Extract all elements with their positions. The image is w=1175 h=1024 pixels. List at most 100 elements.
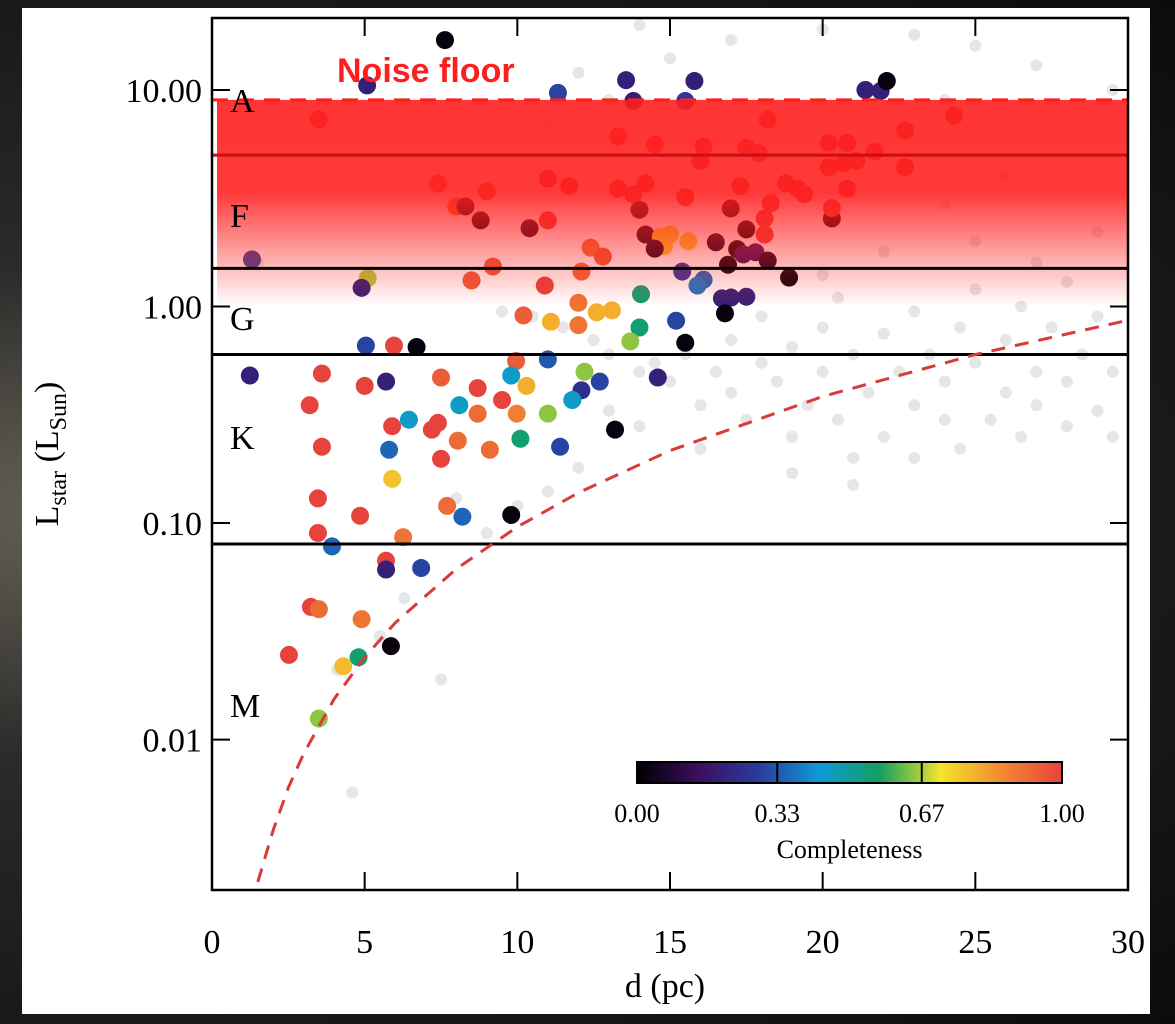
background-point [938, 413, 951, 426]
y-tick-label: 0.01 [143, 723, 203, 760]
background-point [1030, 365, 1043, 378]
background-point [770, 375, 783, 388]
star-point [352, 610, 371, 629]
background-point [587, 334, 600, 347]
star-point [630, 318, 649, 337]
overlay: Noise floor A F G K M 0 5 10 15 20 25 30 10.00 1.00 0.1… [126, 16, 1145, 961]
star-point [715, 304, 734, 323]
x-tick-label: 15 [653, 924, 687, 961]
star-point [312, 437, 331, 456]
star-point [493, 391, 512, 410]
star-point [648, 368, 667, 387]
background-point [435, 673, 447, 686]
background-point [969, 39, 982, 52]
star-point [412, 559, 431, 578]
spectral-class-label: G [230, 301, 255, 338]
star-point [383, 417, 402, 436]
star-point [309, 600, 328, 619]
background-point [1091, 404, 1104, 417]
background-point [908, 28, 921, 41]
background-point [1091, 310, 1104, 323]
star-point [507, 352, 526, 371]
background-point [862, 386, 875, 399]
background-point [954, 321, 967, 334]
star-point [380, 440, 399, 459]
star-point [384, 336, 403, 355]
colorbar-tick-label: 0.00 [614, 799, 660, 828]
background-point [541, 485, 554, 498]
background-point [786, 341, 799, 354]
background-point [786, 467, 799, 480]
star-point [407, 338, 426, 357]
background-point [725, 334, 738, 347]
background-point [1030, 59, 1043, 72]
y-label-text: (L [29, 430, 66, 471]
background-point [709, 365, 722, 378]
star-point [334, 657, 353, 676]
y-tick-label: 0.10 [143, 506, 203, 543]
x-tick-label: 0 [204, 924, 221, 961]
x-tick-label: 10 [500, 924, 534, 961]
star-point [517, 376, 536, 395]
star-point [300, 396, 319, 415]
star-point [453, 507, 472, 526]
y-label-text: L [29, 506, 66, 527]
colorbar-tick-label: 0.67 [899, 799, 945, 828]
star-point [322, 537, 341, 556]
background-point [1030, 399, 1043, 412]
star-point [685, 72, 704, 91]
spectral-class-label: A [230, 83, 255, 120]
star-point [877, 72, 896, 91]
star-point [358, 76, 377, 95]
star-point [502, 366, 521, 385]
y-tick-label: 10.00 [126, 73, 203, 110]
spectral-class-label: M [230, 688, 260, 725]
background-point [694, 399, 707, 412]
star-point [422, 420, 441, 439]
star-point [563, 391, 582, 410]
background-point [602, 404, 615, 417]
star-point [308, 523, 327, 542]
background-point [999, 386, 1012, 399]
star-point [355, 376, 374, 395]
star-point [676, 333, 695, 352]
background-point [633, 420, 646, 433]
background-point [664, 375, 676, 388]
star-point [511, 429, 530, 448]
background-point [877, 327, 890, 340]
star-point [541, 312, 560, 331]
star-point [399, 410, 418, 429]
spectral-class-label: F [230, 198, 249, 235]
background-point [648, 356, 661, 369]
star-point [432, 449, 450, 468]
star-point [450, 396, 469, 415]
star-point [606, 420, 625, 439]
star-point [309, 709, 328, 728]
star-point [548, 83, 567, 102]
star-point [351, 506, 370, 525]
x-tick-label: 30 [1111, 924, 1145, 961]
background-point [831, 413, 844, 426]
star-point [480, 440, 499, 459]
star-point [514, 306, 533, 325]
star-point [435, 31, 454, 50]
background-point [725, 386, 738, 399]
background-point [908, 451, 921, 464]
background-point [572, 461, 585, 474]
star-point [468, 379, 487, 398]
background-point [664, 52, 676, 65]
star-point [438, 496, 457, 515]
background-point [480, 526, 493, 539]
star-point [617, 71, 636, 90]
background-point [633, 365, 646, 378]
star-point [448, 431, 467, 450]
star-point [538, 404, 557, 423]
background-point [373, 630, 386, 643]
background-point [984, 413, 997, 426]
star-point [575, 362, 594, 381]
star-point [383, 469, 402, 488]
star-point [312, 364, 331, 383]
background-point [908, 399, 921, 412]
